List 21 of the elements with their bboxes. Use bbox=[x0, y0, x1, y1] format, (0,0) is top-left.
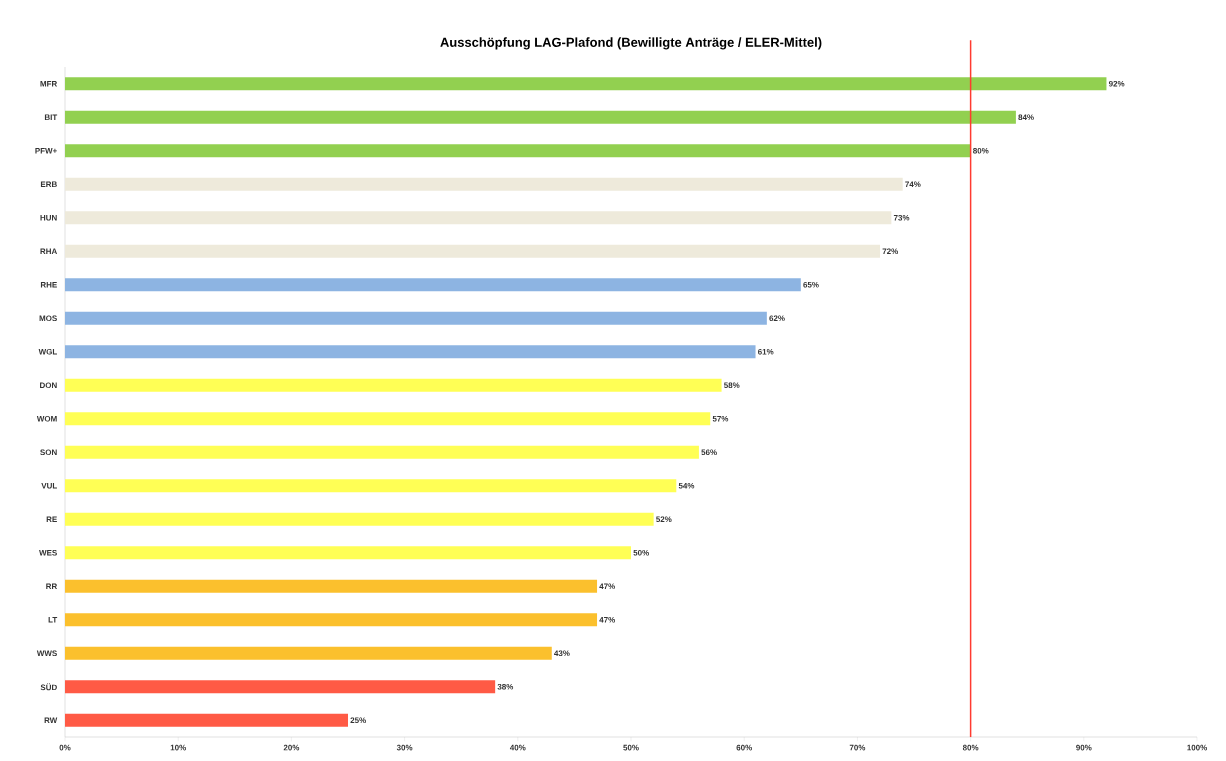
bar bbox=[65, 77, 1107, 91]
bar bbox=[65, 646, 552, 660]
bar bbox=[65, 278, 801, 292]
bar bbox=[65, 378, 722, 392]
bar bbox=[65, 613, 598, 627]
bar bbox=[65, 244, 881, 258]
bar bbox=[65, 713, 348, 727]
bar bbox=[65, 311, 767, 325]
bar bbox=[65, 445, 699, 459]
bar bbox=[65, 579, 598, 593]
bar bbox=[65, 512, 654, 526]
bar bbox=[65, 546, 632, 560]
bar bbox=[65, 177, 903, 191]
bar bbox=[65, 412, 711, 426]
bar bbox=[65, 144, 971, 158]
bar bbox=[65, 680, 496, 694]
bar bbox=[65, 345, 756, 359]
chart-title: Ausschöpfung LAG-Plafond (Bewilligte Anträge / ELER-Mittel) bbox=[440, 37, 822, 50]
bar bbox=[65, 110, 1016, 124]
bar bbox=[65, 211, 892, 225]
bar bbox=[65, 479, 677, 493]
